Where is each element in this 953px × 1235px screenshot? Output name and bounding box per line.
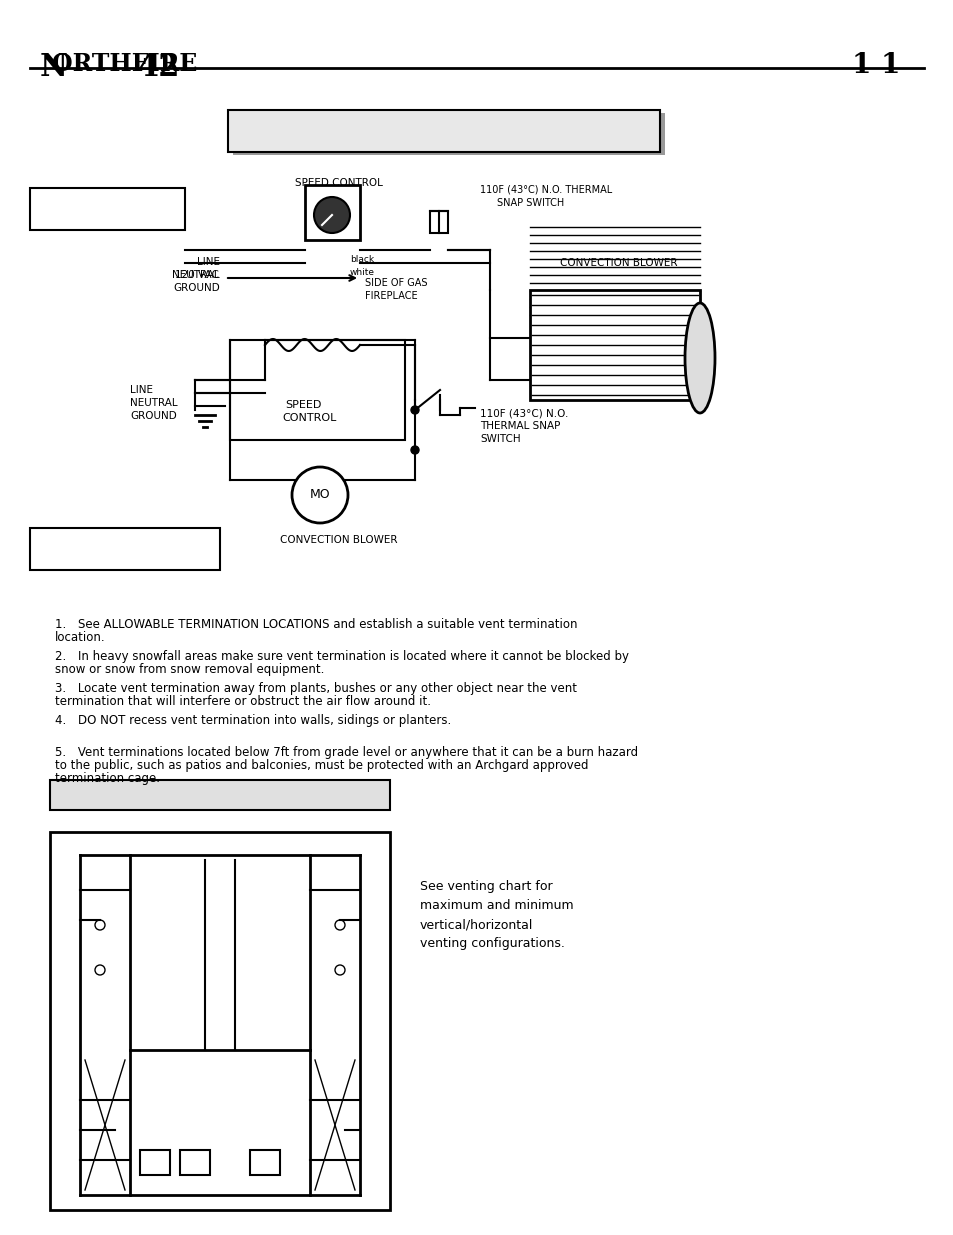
Text: NEUTRAL: NEUTRAL xyxy=(130,398,177,408)
Text: FIREPLACE: FIREPLACE xyxy=(365,291,417,301)
Circle shape xyxy=(292,467,348,522)
Text: termination that will interfere or obstruct the air flow around it.: termination that will interfere or obstr… xyxy=(55,695,431,708)
Text: GROUND: GROUND xyxy=(130,411,176,421)
Text: CONTROL: CONTROL xyxy=(282,412,336,424)
Circle shape xyxy=(95,920,105,930)
Text: CONVECTION BLOWER: CONVECTION BLOWER xyxy=(280,535,397,545)
Text: to the public, such as patios and balconies, must be protected with an Archgard : to the public, such as patios and balcon… xyxy=(55,760,588,772)
Bar xyxy=(30,529,220,571)
Text: See venting chart for
maximum and minimum
vertical/horizontal
venting configurat: See venting chart for maximum and minimu… xyxy=(419,881,573,950)
Text: CONVECTION BLOWER: CONVECTION BLOWER xyxy=(559,258,677,268)
Bar xyxy=(305,185,359,240)
Bar xyxy=(530,290,700,400)
Text: termination cage.: termination cage. xyxy=(55,772,160,785)
Circle shape xyxy=(411,406,418,414)
Text: NEUTRAL: NEUTRAL xyxy=(172,270,220,280)
Text: SIDE OF GAS: SIDE OF GAS xyxy=(365,278,427,288)
FancyBboxPatch shape xyxy=(228,110,659,152)
Text: LINE: LINE xyxy=(196,257,220,267)
Text: 5. Vent terminations located below 7ft from grade level or anywhere that it can : 5. Vent terminations located below 7ft f… xyxy=(55,746,638,760)
Circle shape xyxy=(335,920,345,930)
Text: ORTHFIRE: ORTHFIRE xyxy=(52,52,197,77)
Bar xyxy=(250,1150,280,1174)
Text: 2. In heavy snowfall areas make sure vent termination is located where it cannot: 2. In heavy snowfall areas make sure ven… xyxy=(55,650,628,663)
Text: N: N xyxy=(40,52,68,83)
Text: white: white xyxy=(350,268,375,277)
Text: 42: 42 xyxy=(138,52,180,83)
Bar xyxy=(140,1150,170,1174)
Text: black: black xyxy=(350,254,374,264)
Text: 3. Locate vent termination away from plants, bushes or any other object near the: 3. Locate vent termination away from pla… xyxy=(55,682,577,695)
Text: 110F (43°C) N.O. THERMAL: 110F (43°C) N.O. THERMAL xyxy=(479,185,612,195)
Text: SWITCH: SWITCH xyxy=(479,433,520,445)
Text: 110F (43°C) N.O.: 110F (43°C) N.O. xyxy=(479,408,568,417)
Ellipse shape xyxy=(684,303,714,412)
Text: SPEED: SPEED xyxy=(285,400,321,410)
Bar xyxy=(180,1150,210,1174)
Bar xyxy=(30,188,185,230)
Text: snow or snow from snow removal equipment.: snow or snow from snow removal equipment… xyxy=(55,663,324,676)
Text: 120 VAC: 120 VAC xyxy=(174,270,218,280)
Text: THERMAL SNAP: THERMAL SNAP xyxy=(479,421,559,431)
Bar xyxy=(430,211,448,233)
Text: SPEED CONTROL: SPEED CONTROL xyxy=(294,178,382,188)
Text: 4. DO NOT recess vent termination into walls, sidings or planters.: 4. DO NOT recess vent termination into w… xyxy=(55,714,451,727)
Circle shape xyxy=(335,965,345,974)
Circle shape xyxy=(95,965,105,974)
Bar xyxy=(50,781,390,810)
Text: LINE: LINE xyxy=(130,385,152,395)
Bar xyxy=(230,340,405,440)
Circle shape xyxy=(411,446,418,454)
Text: SNAP SWITCH: SNAP SWITCH xyxy=(497,198,563,207)
Bar xyxy=(50,832,390,1210)
Text: GROUND: GROUND xyxy=(173,283,220,293)
FancyBboxPatch shape xyxy=(233,112,664,156)
Text: MO: MO xyxy=(310,489,330,501)
Circle shape xyxy=(314,198,350,233)
Text: 1. See ALLOWABLE TERMINATION LOCATIONS and establish a suitable vent termination: 1. See ALLOWABLE TERMINATION LOCATIONS a… xyxy=(55,618,577,631)
Text: location.: location. xyxy=(55,631,106,643)
Text: 1 1: 1 1 xyxy=(851,52,899,79)
